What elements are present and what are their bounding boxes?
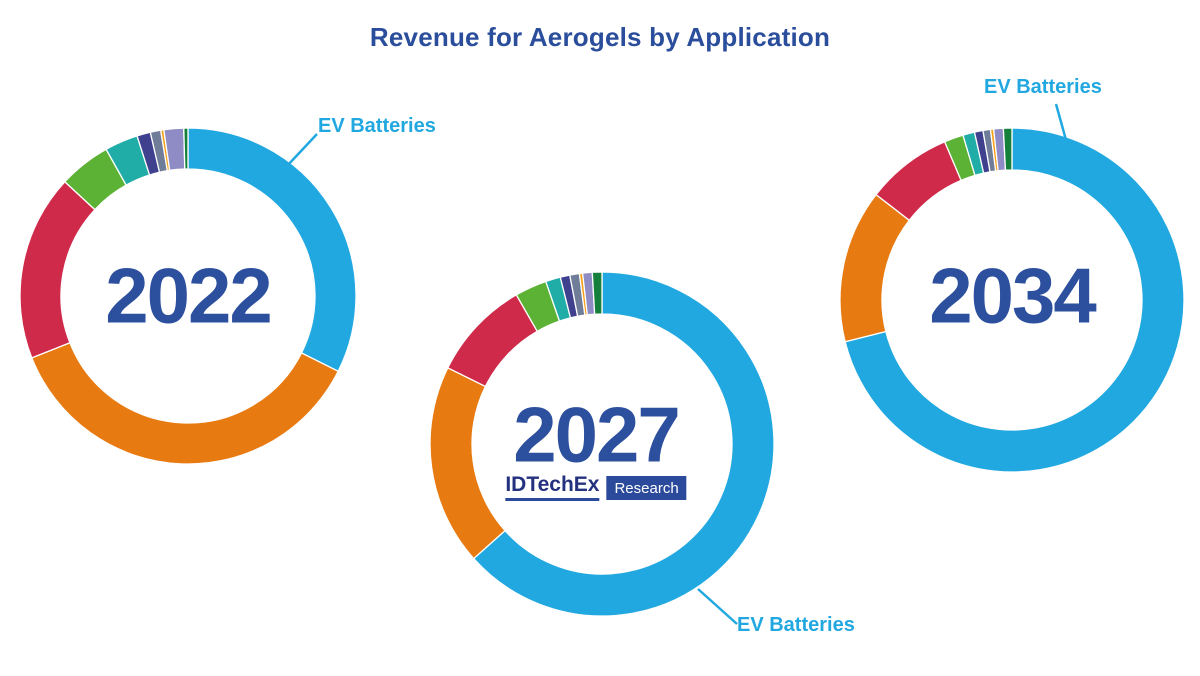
- donut-segment-2027-dark-green-stripe: [591, 271, 603, 315]
- ev-batteries-label-2027: EV Batteries: [737, 614, 855, 636]
- donut-segment-2034-dark-green-stripe: [1002, 127, 1013, 171]
- donut-segment-2027-orange: [429, 367, 506, 560]
- idtechex-logo-research-badge: Research: [606, 475, 687, 500]
- year-label-2027: 2027: [513, 390, 681, 479]
- year-label-2034: 2034: [929, 251, 1097, 340]
- callout-line-2027: [697, 588, 738, 625]
- donut-segment-2022-orange: [31, 342, 339, 465]
- ev-batteries-label-2034: EV Batteries: [984, 76, 1102, 98]
- idtechex-logo-brand: IDTechEx: [505, 474, 600, 501]
- donut-segment-2022-crimson: [19, 181, 96, 359]
- year-label-2022: 2022: [105, 251, 273, 340]
- callout-line-2034: [1054, 103, 1068, 141]
- donut-segment-2027-ev-batteries: [473, 271, 775, 617]
- donut-segment-2022-dark-green-stripe: [183, 127, 189, 170]
- idtechex-logo: IDTechEx Research: [505, 474, 687, 501]
- chart-title: Revenue for Aerogels by Application: [369, 22, 831, 52]
- callout-line-2022: [286, 133, 318, 167]
- donut-segment-2034-orange: [839, 193, 910, 343]
- ev-batteries-label-2022: EV Batteries: [318, 115, 436, 137]
- donut-segment-2034-ev-batteries: [844, 127, 1185, 473]
